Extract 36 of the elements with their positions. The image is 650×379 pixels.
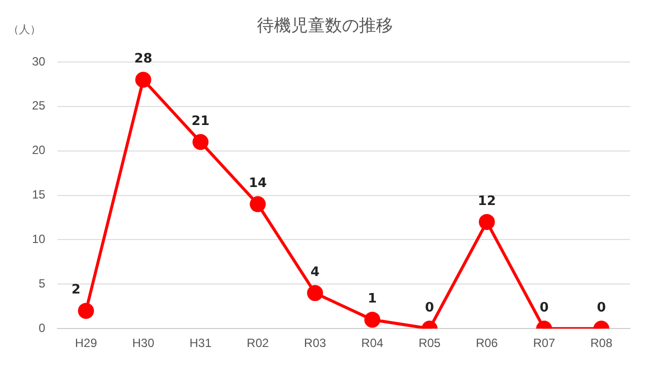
point: [250, 196, 266, 212]
x-tick-label: R04: [361, 336, 384, 350]
data-label: 2: [71, 282, 81, 298]
data-label: 4: [310, 264, 320, 280]
x-tick-label: R06: [476, 336, 498, 350]
point: [478, 214, 495, 230]
y-axis-title: （人）: [8, 22, 41, 37]
y-tick-label: 10: [32, 232, 46, 246]
data-label: 0: [540, 300, 549, 316]
point: [78, 302, 94, 319]
data-label: 28: [134, 52, 152, 67]
y-tick-label: 25: [32, 98, 46, 113]
data-label: 1: [368, 292, 377, 307]
chart-title: 待機児童数の推移: [257, 16, 393, 36]
x-tick-label: R07: [533, 336, 556, 350]
data-label: 21: [191, 114, 210, 129]
y-tick-label: 5: [38, 276, 46, 290]
x-tick-label: R02: [246, 336, 270, 350]
x-tick-label: H31: [190, 336, 212, 350]
data-label: 14: [248, 176, 267, 192]
x-tick-label: H29: [74, 336, 98, 350]
y-tick-label: 0: [38, 320, 46, 335]
point: [364, 312, 380, 328]
y-tick-label: 30: [32, 54, 46, 68]
x-tick-label: R05: [418, 336, 441, 350]
data-label: 0: [596, 300, 606, 316]
point: [192, 134, 209, 150]
x-tick-label: H30: [132, 336, 155, 350]
point: [135, 72, 152, 88]
y-tick-label: 20: [32, 143, 46, 158]
x-tick-label: R03: [304, 336, 326, 350]
x-tick-label: R08: [590, 336, 613, 350]
y-tick-label: 15: [32, 188, 46, 202]
data-label: 12: [478, 194, 496, 209]
point: [307, 285, 324, 302]
data-label: 0: [425, 300, 434, 316]
